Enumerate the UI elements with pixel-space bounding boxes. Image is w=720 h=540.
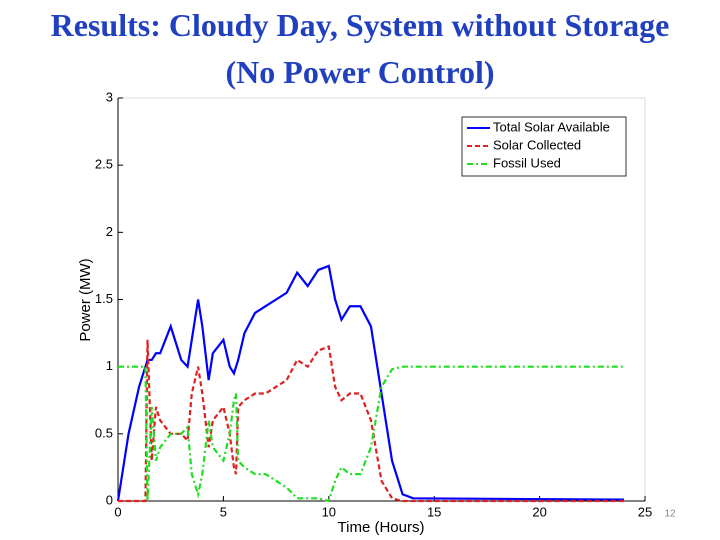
slide-title: Results: Cloudy Day, System without Stor…: [50, 7, 670, 90]
x-axis-label: Time (Hours): [338, 519, 425, 536]
x-tick-label: 0: [114, 504, 121, 519]
y-tick-label: 3: [106, 89, 113, 104]
series-line: [118, 339, 624, 503]
y-tick-label: 0.5: [95, 425, 113, 440]
x-tick-label: 5: [220, 504, 227, 519]
y-tick-label: 2: [106, 224, 113, 239]
x-tick-label: 25: [638, 504, 652, 519]
x-tick-label: 15: [427, 504, 441, 519]
y-tick-label: 0: [106, 492, 113, 507]
series-line: [116, 264, 624, 502]
legend-label: Total Solar Available: [493, 119, 610, 134]
y-tick-label: 1: [106, 358, 113, 373]
y-tick-label: 2.5: [95, 157, 113, 172]
x-tick-label: 20: [532, 504, 546, 519]
y-axis-label: Power (MW): [77, 258, 94, 341]
legend-label: Fossil Used: [493, 155, 561, 170]
x-tick-label: 10: [322, 504, 336, 519]
legend-label: Solar Collected: [493, 137, 581, 152]
legend-box: [461, 116, 627, 177]
y-tick-label: 1.5: [95, 291, 113, 306]
page-number: 12: [664, 509, 676, 520]
